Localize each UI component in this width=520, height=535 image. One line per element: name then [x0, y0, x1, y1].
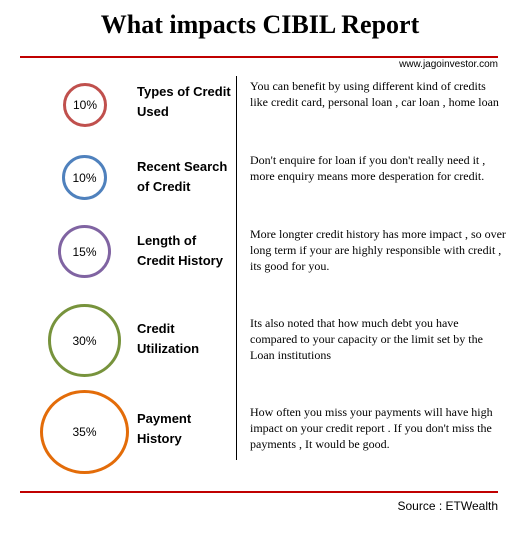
- source-credit: Source : ETWealth: [398, 499, 499, 514]
- percent-circle-length-of-history: 15%: [58, 225, 111, 278]
- factor-description: Don't enquire for loan if you don't real…: [250, 152, 506, 184]
- percent-label: 15%: [72, 245, 96, 259]
- percent-label: 10%: [72, 171, 96, 185]
- bottom-divider: [20, 491, 498, 493]
- factor-description: How often you miss your payments will ha…: [250, 404, 506, 452]
- factor-description: You can benefit by using different kind …: [250, 78, 506, 110]
- website-credit: www.jagoinvestor.com: [399, 59, 498, 71]
- factor-description: Its also noted that how much debt you ha…: [250, 315, 506, 363]
- factor-name: Types of Credit Used: [137, 82, 237, 122]
- percent-circle-payment-history: 35%: [40, 390, 129, 474]
- factor-name: Payment History: [137, 409, 237, 449]
- percent-circle-recent-search: 10%: [62, 155, 107, 200]
- factor-description: More longter credit history has more imp…: [250, 226, 506, 274]
- percent-label: 35%: [72, 425, 96, 439]
- factor-name: Recent Search of Credit: [137, 157, 237, 197]
- diagram-title: What impacts CIBIL Report: [0, 10, 520, 40]
- percent-label: 10%: [73, 98, 97, 112]
- top-divider: [20, 56, 498, 58]
- factor-name: Credit Utilization: [137, 319, 237, 359]
- percent-circle-types-of-credit: 10%: [63, 83, 107, 127]
- factor-name: Length of Credit History: [137, 231, 237, 271]
- percent-label: 30%: [72, 334, 96, 348]
- percent-circle-credit-utilization: 30%: [48, 304, 121, 377]
